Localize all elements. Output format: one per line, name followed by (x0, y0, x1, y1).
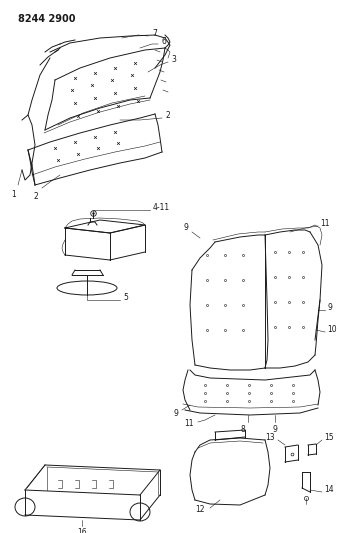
Text: 6: 6 (161, 36, 166, 45)
Text: 12: 12 (195, 505, 205, 514)
Text: 3: 3 (171, 54, 176, 63)
Text: 5: 5 (123, 294, 128, 303)
Text: 9: 9 (273, 425, 277, 434)
Text: 15: 15 (324, 433, 334, 442)
Text: 13: 13 (266, 432, 275, 441)
Text: 9: 9 (173, 408, 178, 417)
Text: 4-11: 4-11 (153, 204, 170, 213)
Text: 2: 2 (34, 192, 38, 201)
Text: 16: 16 (77, 528, 87, 533)
Text: 14: 14 (324, 486, 334, 495)
Text: 7: 7 (152, 28, 157, 37)
Text: 8: 8 (241, 425, 245, 434)
Text: 9: 9 (327, 303, 332, 312)
Text: 9: 9 (183, 223, 188, 232)
Text: 11: 11 (320, 220, 329, 229)
Text: 2: 2 (165, 110, 170, 119)
Text: 10: 10 (327, 326, 337, 335)
Text: 1: 1 (12, 190, 16, 199)
Text: 8244 2900: 8244 2900 (18, 14, 75, 24)
Text: 11: 11 (185, 419, 194, 429)
